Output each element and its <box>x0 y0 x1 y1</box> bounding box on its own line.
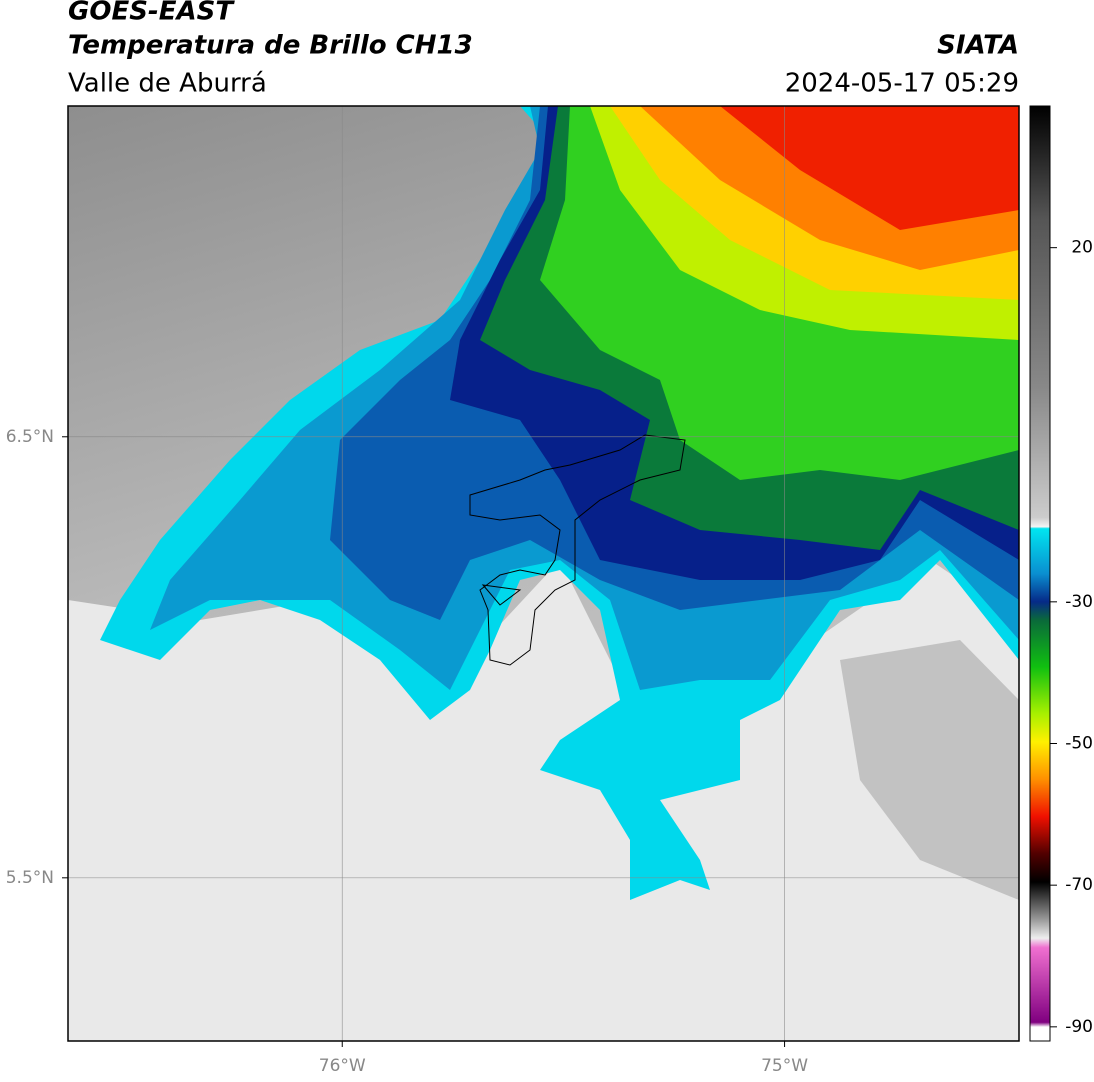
colorbar-tick-label: -70 <box>1065 875 1093 895</box>
x-tick-label: 76°W <box>319 1056 366 1076</box>
source: SIATA <box>937 31 1019 61</box>
title: GOES-EAST <box>68 0 235 27</box>
subtitle: Temperatura de Brillo CH13 <box>68 31 473 61</box>
map-frame <box>67 105 1020 1042</box>
colorbar <box>1029 105 1051 1042</box>
region: Valle de Aburrá <box>68 69 267 99</box>
datetime: 2024-05-17 05:29 <box>785 69 1019 99</box>
colorbar-tick-label: 20 <box>1071 238 1093 258</box>
colorbar-tick-label: -90 <box>1065 1017 1093 1037</box>
colorbar-tick-label: -30 <box>1065 592 1093 612</box>
x-tick-label: 75°W <box>761 1056 808 1076</box>
colorbar-tick-label: -50 <box>1065 734 1093 754</box>
satellite-image <box>68 106 1019 1041</box>
y-tick-label: 6.5°N <box>6 427 54 447</box>
map-grid <box>62 106 1019 1047</box>
y-tick-label: 5.5°N <box>6 868 54 888</box>
